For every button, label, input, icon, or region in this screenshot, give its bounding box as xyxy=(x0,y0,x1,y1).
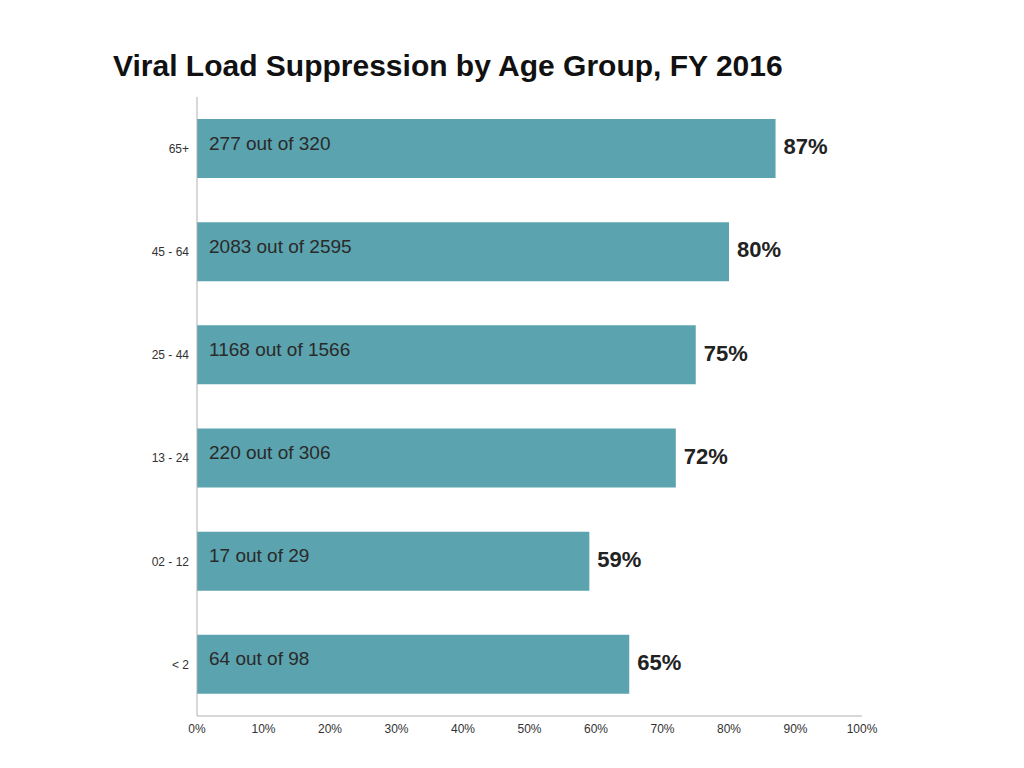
svg-text:59%: 59% xyxy=(597,547,641,572)
svg-text:90%: 90% xyxy=(783,722,807,736)
svg-text:02 - 12: 02 - 12 xyxy=(152,555,190,569)
svg-text:220 out of 306: 220 out of 306 xyxy=(209,442,331,463)
svg-text:25 - 44: 25 - 44 xyxy=(152,348,190,362)
svg-text:100%: 100% xyxy=(847,722,878,736)
svg-text:277 out of 320: 277 out of 320 xyxy=(209,133,331,154)
svg-text:75%: 75% xyxy=(704,341,748,366)
svg-text:87%: 87% xyxy=(784,134,828,159)
svg-text:72%: 72% xyxy=(684,444,728,469)
svg-text:64 out of 98: 64 out of 98 xyxy=(209,648,309,669)
html-text:Viral Load Suppression by Age: Viral Load Suppression by Age Group, FY … xyxy=(113,49,783,82)
svg-text:60%: 60% xyxy=(584,722,608,736)
svg-text:17 out of 29: 17 out of 29 xyxy=(209,545,309,566)
svg-text:1168 out of 1566: 1168 out of 1566 xyxy=(209,339,350,360)
svg-text:2083 out of 2595: 2083 out of 2595 xyxy=(209,236,352,257)
svg-text:0%: 0% xyxy=(188,722,206,736)
svg-text:80%: 80% xyxy=(717,722,741,736)
svg-text:30%: 30% xyxy=(384,722,408,736)
svg-text:50%: 50% xyxy=(517,722,541,736)
svg-text:45 - 64: 45 - 64 xyxy=(152,245,190,259)
svg-text:70%: 70% xyxy=(650,722,674,736)
svg-text:80%: 80% xyxy=(737,237,781,262)
svg-text:65+: 65+ xyxy=(169,142,189,156)
svg-text:13 - 24: 13 - 24 xyxy=(152,451,190,465)
svg-text:< 2: < 2 xyxy=(172,658,189,672)
svg-text:20%: 20% xyxy=(318,722,342,736)
svg-text:10%: 10% xyxy=(251,722,275,736)
svg-text:65%: 65% xyxy=(637,650,681,675)
svg-text:40%: 40% xyxy=(451,722,475,736)
